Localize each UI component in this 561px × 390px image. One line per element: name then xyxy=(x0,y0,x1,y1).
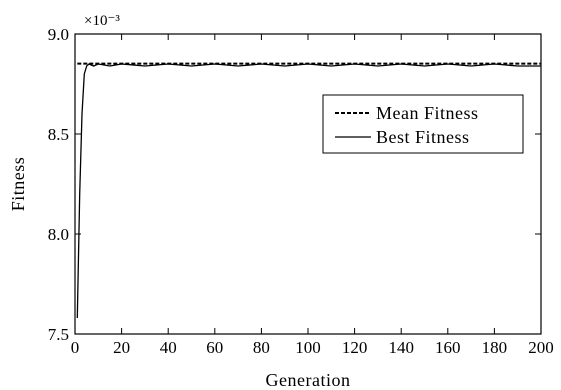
series-layer xyxy=(76,62,541,319)
axis-multiplier-label: ×10⁻³ xyxy=(84,13,120,29)
x-tick-label: 20 xyxy=(113,338,130,357)
x-tick-label: 100 xyxy=(295,338,321,357)
x-tick-label: 160 xyxy=(435,338,461,357)
x-tick-label: 80 xyxy=(253,338,270,357)
legend-label: Mean Fitness xyxy=(376,103,479,123)
y-tick-label: 8.5 xyxy=(48,125,69,144)
x-tick-label: 120 xyxy=(342,338,368,357)
x-tick-label: 60 xyxy=(206,338,223,357)
y-tick-label: 8.0 xyxy=(48,225,69,244)
y-axis-title: Fitness xyxy=(8,157,28,212)
plot-frame xyxy=(74,33,542,335)
x-tick-label: 200 xyxy=(528,338,554,357)
x-tick-label: 0 xyxy=(71,338,80,357)
x-tick-label: 140 xyxy=(388,338,414,357)
axes-layer: 0 20 40 60 80 100 120 140 160 180 200 7.5 8.0 8.5 9.0 xyxy=(48,25,554,357)
y-tick-label: 9.0 xyxy=(48,25,69,44)
legend: Mean Fitness Best Fitness xyxy=(322,94,524,154)
legend-label: Best Fitness xyxy=(376,127,470,147)
x-tick-label: 40 xyxy=(160,338,177,357)
x-axis-title: Generation xyxy=(266,370,351,390)
y-tick-label: 7.5 xyxy=(48,325,69,344)
series-line-best-fitness xyxy=(76,63,541,319)
x-tick-label: 180 xyxy=(482,338,508,357)
legend-box xyxy=(322,94,524,154)
